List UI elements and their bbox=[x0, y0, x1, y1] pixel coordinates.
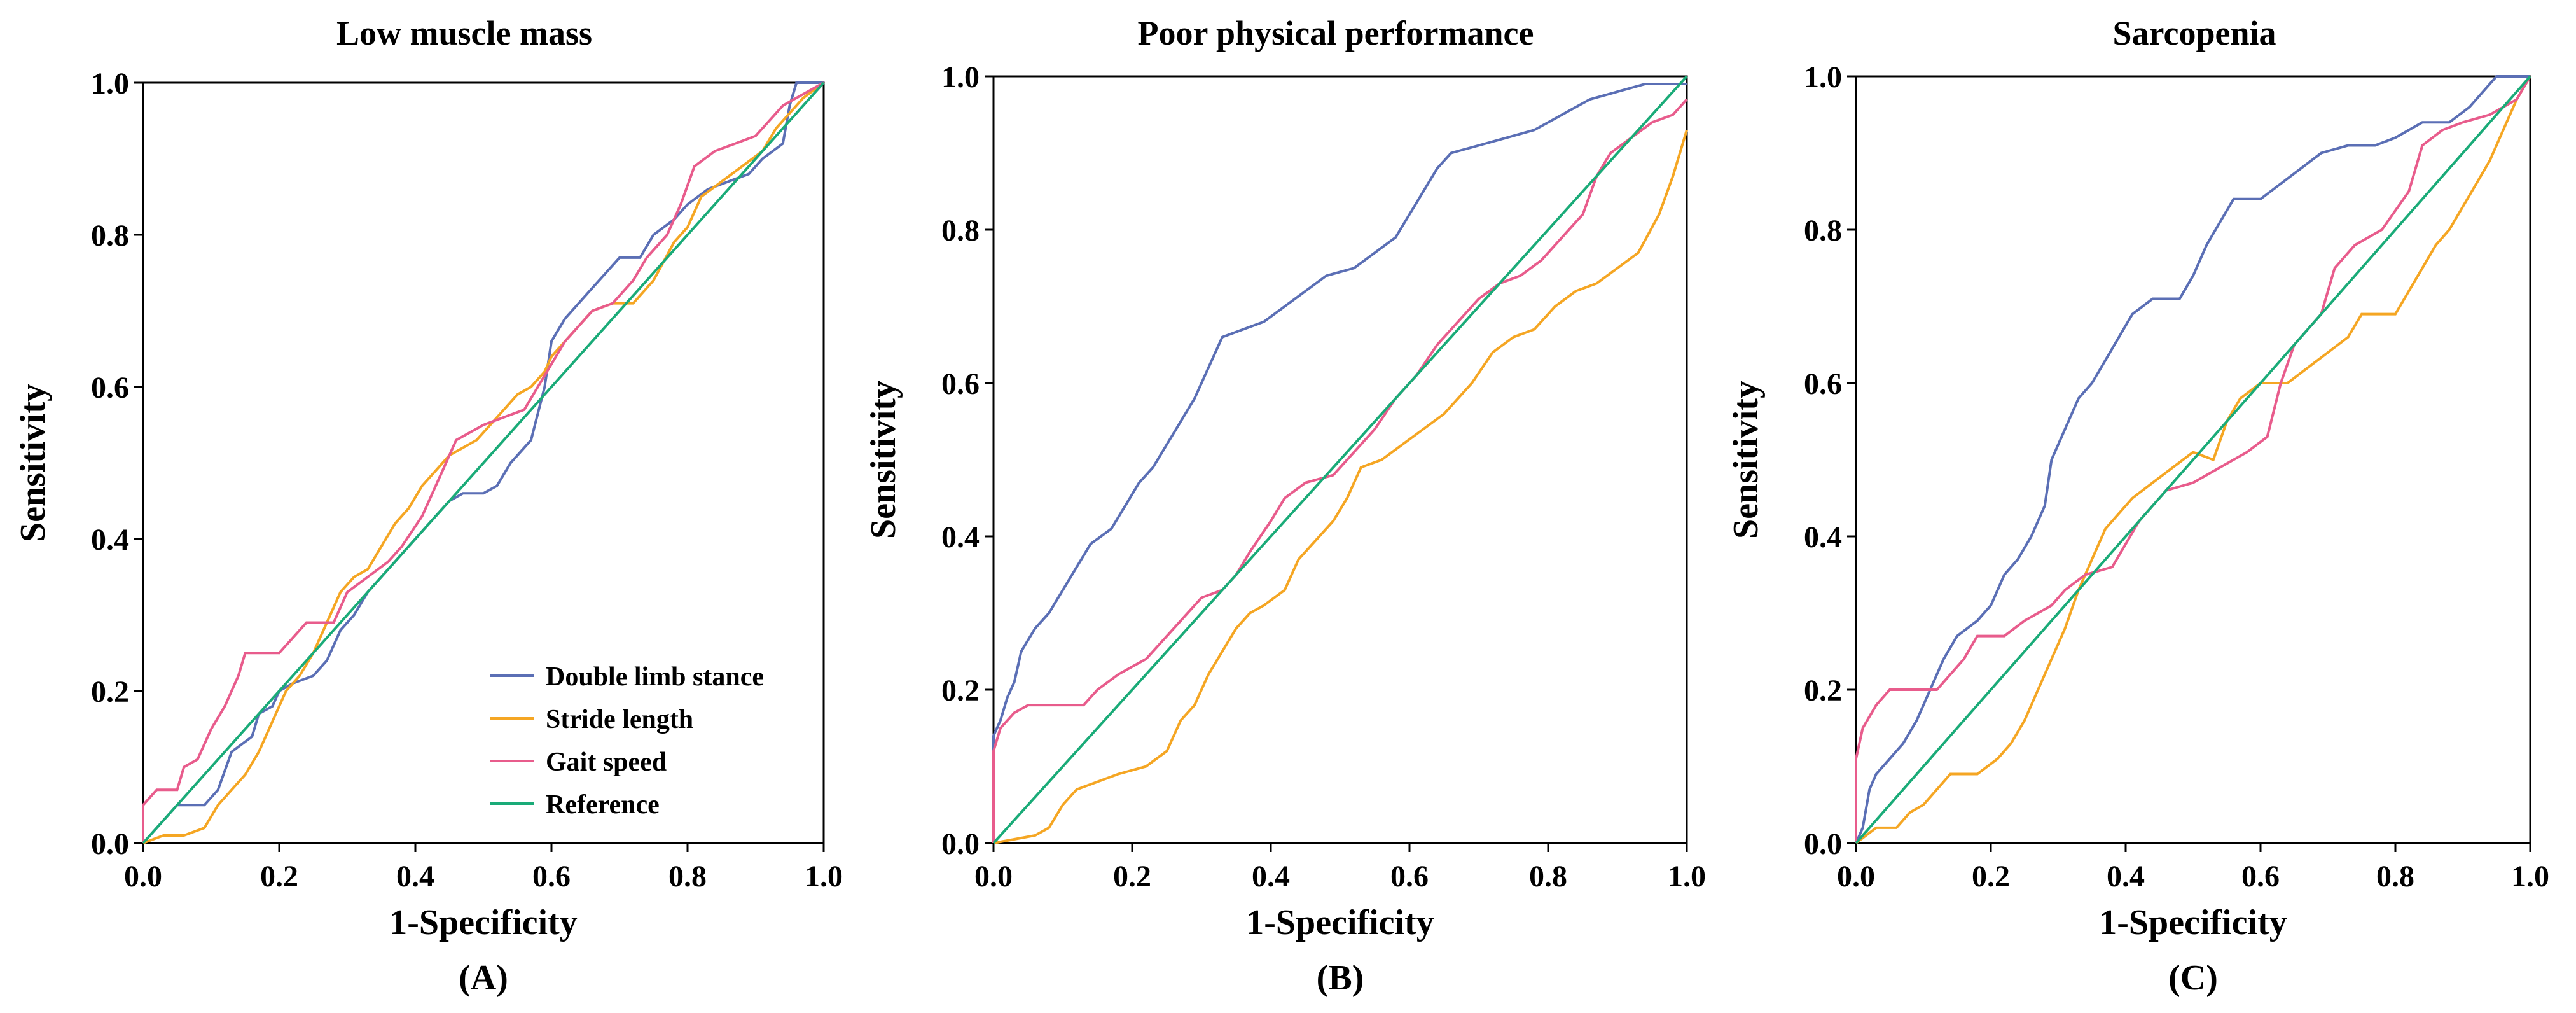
chart-title: Low muscle mass bbox=[336, 14, 592, 52]
y-axis-label: Sensitivity bbox=[13, 384, 53, 542]
panel-label: (B) bbox=[1317, 958, 1364, 998]
series-line-gait-speed bbox=[1855, 75, 2531, 843]
x-tick-label: 1.0 bbox=[805, 860, 843, 893]
series-line-gait-speed bbox=[142, 81, 824, 843]
x-tick-label: 0.0 bbox=[1837, 860, 1875, 893]
x-axis-label: 1-Specificity bbox=[2099, 903, 2287, 942]
x-axis-label: 1-Specificity bbox=[1246, 903, 1434, 942]
series-line-gait-speed bbox=[992, 98, 1688, 843]
y-tick-label: 0.8 bbox=[1804, 214, 1842, 248]
panel-b: Poor physical performance 0.0 0.2 0.4 0.6 0.8… bbox=[864, 14, 1706, 998]
series-line-double-limb-stance bbox=[1855, 75, 2530, 844]
x-tick-label: 0.4 bbox=[396, 860, 434, 893]
x-tick-label: 0.2 bbox=[1113, 860, 1151, 893]
y-tick-label: 1.0 bbox=[91, 67, 129, 101]
x-tick-label: 0.2 bbox=[260, 860, 298, 893]
plot-frame bbox=[1855, 75, 2531, 844]
panel-a: Low muscle mass 0.0 0.2 0.4 0.6 0.8 1.0 0.0 0.2 0… bbox=[13, 14, 843, 998]
y-axis-label: Sensitivity bbox=[1726, 381, 1766, 539]
y-tick-label: 0.2 bbox=[941, 674, 980, 708]
series-line-reference bbox=[142, 81, 825, 844]
panel-label: (A) bbox=[459, 958, 508, 998]
y-tick-label: 0.4 bbox=[1804, 520, 1842, 554]
x-tick-label: 0.4 bbox=[2107, 860, 2145, 893]
y-tick-label: 0.8 bbox=[941, 214, 980, 248]
x-tick-label: 0.0 bbox=[124, 860, 162, 893]
x-tick-label: 1.0 bbox=[1668, 860, 1706, 893]
series-line-reference bbox=[992, 75, 1688, 844]
series-line-double-limb-stance bbox=[992, 83, 1687, 843]
plot-frame bbox=[992, 75, 1688, 844]
x-axis-label: 1-Specificity bbox=[389, 903, 577, 942]
panel-label: (C) bbox=[2168, 958, 2218, 998]
series-line-stride-length bbox=[1855, 75, 2531, 844]
y-tick-label: 0.0 bbox=[941, 827, 980, 861]
y-tick-label: 0.4 bbox=[91, 523, 129, 557]
y-tick-label: 0.0 bbox=[91, 827, 129, 861]
legend-label-gait-speed: Gait speed bbox=[546, 748, 667, 777]
y-tick-label: 0.0 bbox=[1804, 827, 1842, 861]
legend-label-double-limb-stance: Double limb stance bbox=[546, 662, 764, 692]
y-tick-label: 1.0 bbox=[1804, 60, 1842, 94]
y-tick-label: 0.6 bbox=[941, 367, 980, 401]
y-tick-label: 0.8 bbox=[91, 219, 129, 253]
y-tick-label: 1.0 bbox=[941, 60, 980, 94]
y-axis-label: Sensitivity bbox=[864, 381, 903, 539]
series-line-stride-length bbox=[993, 129, 1688, 844]
y-tick-label: 0.2 bbox=[1804, 674, 1842, 708]
chart-title: Poor physical performance bbox=[1138, 14, 1534, 52]
x-tick-label: 1.0 bbox=[2511, 860, 2549, 893]
legend: Double limb stance Stride length Gait spee… bbox=[490, 662, 764, 820]
series-line-double-limb-stance bbox=[142, 81, 824, 844]
y-tick-label: 0.6 bbox=[91, 371, 129, 405]
y-tick-label: 0.6 bbox=[1804, 367, 1842, 401]
series-line-stride-length bbox=[142, 81, 825, 844]
plot-frame bbox=[142, 81, 825, 844]
x-tick-label: 0.8 bbox=[1529, 860, 1567, 893]
legend-label-reference: Reference bbox=[546, 790, 660, 820]
x-tick-label: 0.8 bbox=[2376, 860, 2414, 893]
x-tick-label: 0.0 bbox=[974, 860, 1013, 893]
series-line-reference bbox=[1855, 75, 2531, 844]
chart-title: Sarcopenia bbox=[2112, 14, 2276, 52]
x-tick-label: 0.2 bbox=[1972, 860, 2010, 893]
panel-c: Sarcopenia 0.0 0.2 0.4 0.6 0.8 1.0 0.0 0.2 0.4 0.6… bbox=[1726, 14, 2549, 998]
y-tick-label: 0.2 bbox=[91, 675, 129, 709]
x-tick-label: 0.8 bbox=[668, 860, 707, 893]
x-tick-label: 0.6 bbox=[2241, 860, 2280, 893]
x-tick-label: 0.6 bbox=[532, 860, 571, 893]
legend-label-stride-length: Stride length bbox=[546, 705, 693, 734]
x-tick-label: 0.6 bbox=[1390, 860, 1429, 893]
x-tick-label: 0.4 bbox=[1252, 860, 1290, 893]
y-tick-label: 0.4 bbox=[941, 520, 980, 554]
